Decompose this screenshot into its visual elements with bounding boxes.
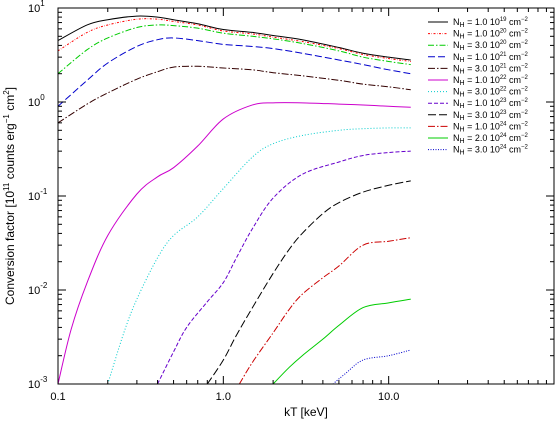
series-line-5: [58, 65, 411, 124]
y-axis-label-exp1: 11: [2, 182, 11, 191]
y-tick-label: 10-2: [28, 281, 48, 297]
legend-label-10: NH = 1.0 1024 cm−2: [453, 121, 529, 133]
legend-label-12: NH = 3.0 1024 cm−2: [453, 145, 529, 157]
legend-label-8: NH = 1.0 1023 cm−2: [453, 98, 529, 110]
legend-label-4: NH = 1.0 1021 cm−2: [453, 52, 529, 64]
y-tick-label: 101: [28, 0, 45, 15]
y-axis-label: Conversion factor [1011 counts erg−1 cm2…: [2, 87, 17, 305]
y-axis-label-mid: counts erg: [3, 123, 17, 182]
series-curves: [58, 15, 411, 384]
series-line-11: [272, 298, 411, 384]
legend-label-7: NH = 3.0 1022 cm−2: [453, 87, 529, 99]
y-tick-label: 10-3: [28, 375, 48, 391]
series-line-7: [107, 127, 411, 384]
y-axis-label-end: ]: [3, 87, 17, 90]
y-axis-label-mid2: cm: [3, 95, 17, 114]
x-axis-label: kT [keV]: [284, 405, 328, 419]
series-line-4: [58, 37, 411, 107]
legend-label-11: NH = 2.0 1024 cm−2: [453, 133, 529, 145]
series-line-1: [58, 15, 411, 61]
y-tick-labels: 10-3 10-2 10-1 100 101: [28, 0, 48, 391]
x-tick-labels: 0.1 1.0 10.0: [50, 391, 399, 403]
series-line-6: [58, 102, 411, 384]
x-tick-label: 1.0: [216, 391, 231, 403]
y-axis-label-exp2: −1: [2, 114, 11, 124]
legend: NH = 1.0 1019 cm−2NH = 1.0 1020 cm−2NH =…: [428, 17, 529, 157]
series-line-3: [58, 24, 411, 75]
x-tick-label: 10.0: [378, 391, 399, 403]
y-tick-label: 100: [28, 93, 45, 109]
legend-label-5: NH = 3.0 1021 cm−2: [453, 63, 529, 75]
y-axis-label-main: Conversion factor [10: [3, 191, 17, 305]
legend-label-6: NH = 1.0 1022 cm−2: [453, 75, 529, 87]
series-line-10: [238, 237, 411, 384]
series-line-2: [58, 18, 411, 62]
y-tick-label: 10-1: [28, 187, 48, 203]
legend-label-9: NH = 3.0 1023 cm−2: [453, 110, 529, 122]
x-tick-label: 0.1: [50, 391, 65, 403]
series-line-8: [157, 150, 411, 384]
series-line-9: [206, 180, 411, 384]
y-axis-label-exp3: 2: [2, 90, 11, 95]
legend-label-3: NH = 3.0 1020 cm−2: [453, 40, 529, 52]
plot-frame: [57, 7, 555, 385]
legend-label-1: NH = 1.0 1019 cm−2: [453, 17, 529, 29]
legend-label-2: NH = 1.0 1020 cm−2: [453, 29, 529, 41]
